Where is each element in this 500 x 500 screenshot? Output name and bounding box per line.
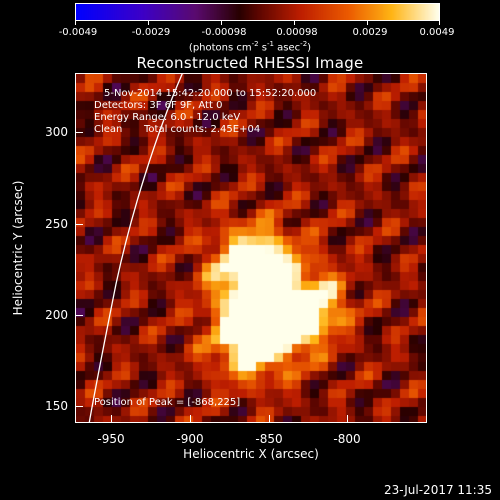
colorbar-tick-label: 0.00098 [276,27,318,38]
total-counts-text: Total counts: 2.45E+04 [144,124,261,135]
plot-title: Reconstructed RHESSI Image [136,54,364,72]
colorbar-tick-label: 0.0029 [352,27,388,38]
y-tick-label: 250 [45,217,68,231]
colorbar-tick-mark [148,21,149,25]
detectors-text: Detectors: 3F 6F 9F, Att 0 [94,100,223,111]
y-tick-label: 200 [45,308,68,322]
energy-range-text: Energy Range: 6.0 - 12.0 keV [94,112,241,123]
clean-text: Clean [94,124,123,135]
time-range-text: 5-Nov-2014 15:42:20.000 to 15:52:20.000 [104,88,317,99]
y-tick-label: 150 [45,399,68,413]
colorbar-tick-label: -0.0049 [58,27,98,38]
colorbar-tick-mark [221,21,222,25]
colorbar-tick-label: 0.0049 [419,27,455,38]
colorbar-units: (photons cm-2 s-1 asec-2) [188,40,312,54]
x-tick-label: -850 [255,432,283,446]
colorbar-tick-mark [439,21,440,25]
x-tick-mark [111,415,112,423]
x-tick-label: -900 [176,432,204,446]
y-tick-mark [75,132,83,133]
x-tick-mark [190,415,191,423]
image-heatmap [76,74,426,422]
colorbar-tick-mark [367,21,368,25]
colorbar-tick-label: -0.0029 [131,27,171,38]
y-tick-label: 300 [45,125,68,139]
colorbar-gradient [76,4,439,20]
x-tick-label: -800 [333,432,361,446]
y-tick-mark [75,406,83,407]
x-tick-label: -950 [97,432,125,446]
x-axis-label: Heliocentric X (arcsec) [183,447,319,461]
colorbar-tick-mark [75,21,76,25]
footer-date: 23-Jul-2017 11:35 [383,483,492,497]
x-tick-mark [347,415,348,423]
y-axis-label: Heliocentric Y (arcsec) [11,180,25,316]
rhessi-image [75,73,427,423]
colorbar-tick-label: -0.00098 [201,27,247,38]
y-tick-mark [75,224,83,225]
y-tick-mark [75,315,83,316]
colorbar-tick-mark [294,21,295,25]
limb-line [88,74,183,422]
colorbar [75,3,440,21]
x-tick-mark [269,415,270,423]
peak-position-text: Position of Peak = [-868,225] [94,397,241,408]
